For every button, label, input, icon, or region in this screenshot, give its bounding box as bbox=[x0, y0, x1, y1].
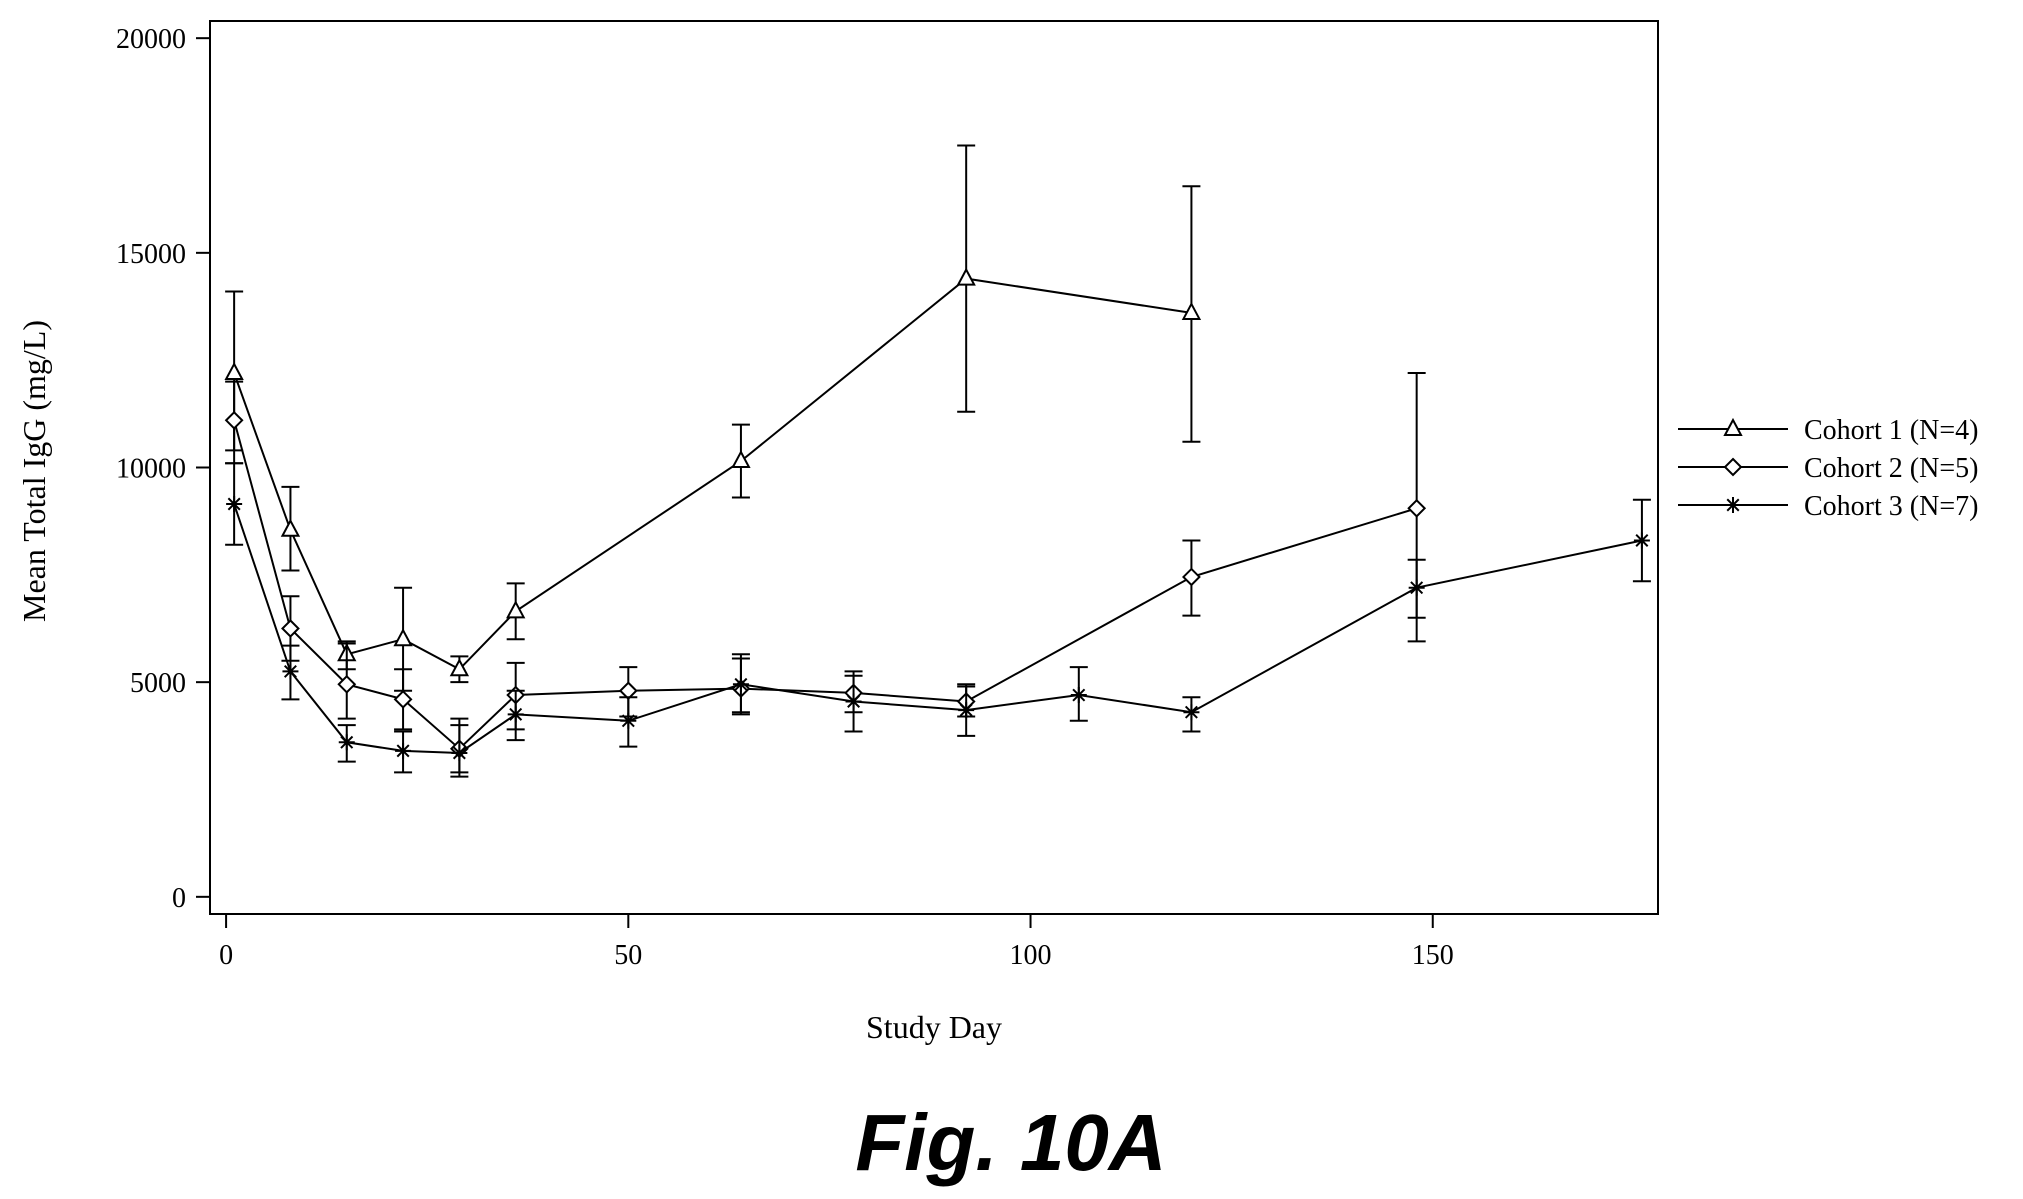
data-point bbox=[1183, 704, 1200, 721]
figure-caption: Fig. 10A bbox=[855, 1098, 1166, 1187]
legend-item: Cohort 2 (N=5) bbox=[1678, 453, 1978, 484]
data-point bbox=[280, 518, 301, 537]
plot-frame bbox=[209, 20, 1659, 915]
legend-label: Cohort 1 (N=4) bbox=[1804, 415, 1978, 446]
data-point bbox=[731, 449, 751, 469]
legend-marker bbox=[1723, 457, 1743, 477]
data-point bbox=[337, 674, 357, 694]
series-1 bbox=[224, 144, 1202, 692]
legend-marker bbox=[1723, 417, 1743, 436]
data-point bbox=[338, 734, 355, 751]
data-point bbox=[845, 693, 862, 710]
x-axis-title: Study Day bbox=[866, 1009, 1002, 1045]
x-tick-label: 150 bbox=[1412, 940, 1454, 971]
x-tick-label: 50 bbox=[614, 940, 642, 971]
series-line bbox=[233, 503, 1643, 755]
y-tick-label: 20000 bbox=[116, 24, 186, 55]
data-point bbox=[281, 619, 300, 638]
data-point bbox=[732, 676, 749, 693]
data-point bbox=[1407, 498, 1427, 518]
series-2 bbox=[224, 372, 1427, 774]
data-point bbox=[958, 702, 975, 719]
legend-label: Cohort 3 (N=7) bbox=[1804, 491, 1978, 522]
y-tick-label: 10000 bbox=[116, 454, 186, 485]
x-tick-label: 0 bbox=[219, 940, 233, 971]
data-point bbox=[1633, 532, 1650, 549]
series-line bbox=[233, 277, 1192, 671]
legend-marker bbox=[1725, 497, 1741, 513]
legend-item: Cohort 3 (N=7) bbox=[1678, 491, 1978, 522]
x-tick-label: 100 bbox=[1010, 940, 1052, 971]
data-point bbox=[224, 361, 244, 381]
legend-item: Cohort 1 (N=4) bbox=[1678, 415, 1978, 446]
data-point bbox=[449, 658, 470, 677]
data-point bbox=[1408, 579, 1425, 596]
y-tick-label: 5000 bbox=[130, 668, 186, 699]
data-point bbox=[224, 410, 244, 430]
data-point bbox=[393, 628, 413, 647]
data-point bbox=[282, 663, 299, 680]
axes: 0 50 100 150 0 5000 10000 15000 20000 bbox=[116, 24, 1454, 971]
data-point bbox=[1070, 687, 1087, 704]
data-point bbox=[393, 689, 413, 709]
y-tick-label: 15000 bbox=[116, 239, 186, 270]
data-point bbox=[1181, 301, 1202, 320]
data-point bbox=[226, 495, 243, 512]
legend: Cohort 1 (N=4) Cohort 2 (N=5) Cohort 3 (N=… bbox=[1678, 415, 1978, 522]
data-point bbox=[451, 745, 468, 762]
data-point bbox=[395, 742, 412, 759]
legend-label: Cohort 2 (N=5) bbox=[1804, 453, 1978, 484]
series-line bbox=[233, 420, 1417, 751]
series-group bbox=[224, 144, 1651, 778]
data-point bbox=[620, 712, 637, 729]
y-tick-label: 0 bbox=[172, 883, 186, 914]
data-point bbox=[507, 706, 524, 723]
data-point bbox=[956, 267, 976, 286]
data-point bbox=[1182, 567, 1201, 587]
series-3 bbox=[225, 462, 1651, 778]
y-axis-title: Mean Total IgG (mg/L) bbox=[16, 320, 52, 622]
data-point bbox=[506, 600, 526, 619]
